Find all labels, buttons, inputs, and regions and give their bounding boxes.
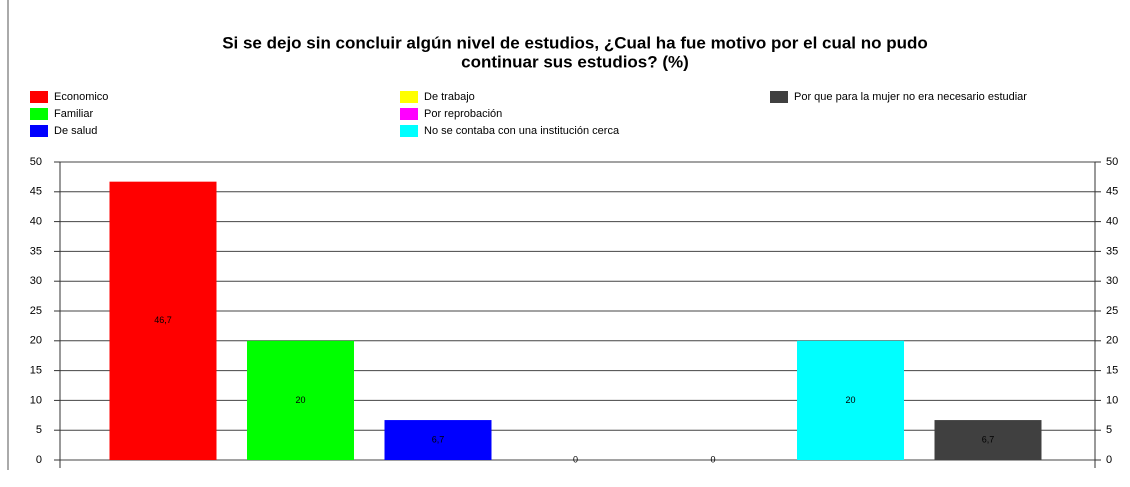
bar [247, 340, 354, 460]
y-tick-label: 15 [30, 365, 42, 377]
y2-tick-label: 45 [1106, 186, 1118, 198]
y2-tick-label: 5 [1106, 424, 1112, 436]
y-tick-label: 30 [30, 275, 42, 287]
bar [934, 420, 1042, 460]
legend-swatch [30, 91, 48, 103]
bar [797, 340, 904, 460]
y-tick-label: 0 [36, 454, 42, 466]
data-label: 0 [573, 454, 578, 464]
legend-label: No se contaba con una institución cerca [424, 125, 620, 137]
y2-tick-label: 20 [1106, 335, 1118, 347]
y2-tick-label: 0 [1106, 454, 1112, 466]
legend-swatch [400, 125, 418, 137]
y-tick-label: 20 [30, 335, 42, 347]
y2-tick-label: 30 [1106, 275, 1118, 287]
y-tick-label: 50 [30, 156, 42, 168]
data-label: 20 [295, 395, 305, 405]
legend-label: Economico [54, 91, 108, 103]
y-tick-label: 35 [30, 245, 42, 257]
y2-tick-label: 40 [1106, 216, 1118, 228]
y2-tick-label: 10 [1106, 394, 1118, 406]
legend-swatch [770, 91, 788, 103]
legend-label: Familiar [54, 108, 93, 120]
legend-label: De trabajo [424, 91, 475, 103]
chart-title: continuar sus estudios? (%) [461, 52, 689, 71]
legend-label: Por reprobación [424, 108, 502, 120]
chart-title: Si se dejo sin concluir algún nivel de e… [222, 33, 928, 52]
bar [109, 181, 217, 460]
y2-tick-label: 25 [1106, 305, 1118, 317]
data-label: 6,7 [982, 434, 995, 444]
legend-swatch [400, 91, 418, 103]
y-tick-label: 25 [30, 305, 42, 317]
y-tick-label: 45 [30, 186, 42, 198]
y-tick-label: 40 [30, 216, 42, 228]
y2-tick-label: 50 [1106, 156, 1118, 168]
legend-swatch [400, 108, 418, 120]
legend-swatch [30, 125, 48, 137]
legend-swatch [30, 108, 48, 120]
legend-label: De salud [54, 125, 97, 137]
data-label: 20 [845, 395, 855, 405]
data-label: 46,7 [154, 315, 172, 325]
y2-tick-label: 35 [1106, 245, 1118, 257]
bar [384, 420, 492, 460]
y2-tick-label: 15 [1106, 365, 1118, 377]
legend-label: Por que para la mujer no era necesario e… [794, 91, 1027, 103]
data-label: 0 [710, 454, 715, 464]
data-label: 6,7 [432, 434, 445, 444]
y-tick-label: 10 [30, 394, 42, 406]
y-tick-label: 5 [36, 424, 42, 436]
